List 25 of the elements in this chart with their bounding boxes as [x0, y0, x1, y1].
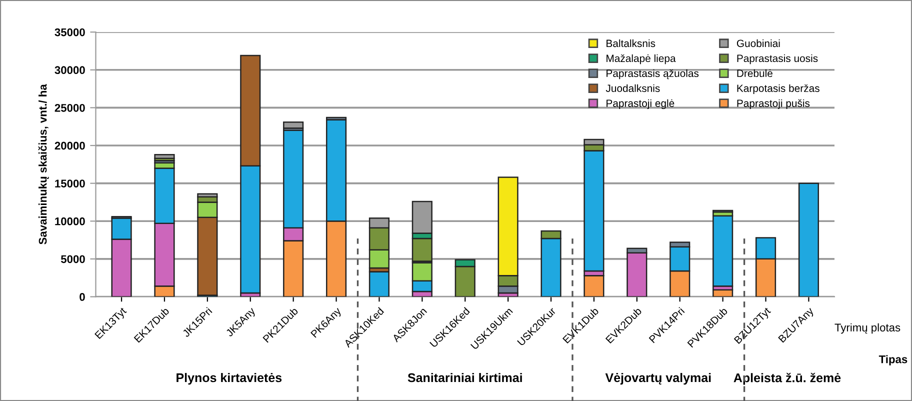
- legend-label: Guobiniai: [736, 39, 780, 48]
- text: Tyrimų plotas: [834, 323, 900, 334]
- legend-label: Baltalksnis: [606, 39, 656, 48]
- y-tick-label: 0: [80, 293, 85, 301]
- y-tick-label: 25000: [54, 104, 85, 112]
- text: Vėjovartų valymai: [605, 372, 711, 385]
- y-tick-label: 5000: [60, 255, 85, 264]
- y-tick-label: 15000: [55, 180, 85, 188]
- text: Sanitariniai kirtimai: [408, 372, 522, 382]
- legend-label: Drebulė: [737, 69, 772, 78]
- legend-label: Paprastasis uosis: [737, 54, 818, 64]
- text: Tipas: [878, 355, 908, 366]
- legend-label: Paprastasis ąžuolas: [606, 69, 699, 80]
- y-tick-label: 20000: [54, 142, 85, 150]
- text: Apleista ž.ū. žemė: [734, 372, 841, 385]
- legend-label: Juodalksnis: [606, 84, 660, 92]
- text: Plynos kirtavietės: [176, 372, 282, 385]
- legend-label: Paprastoji eglė: [606, 99, 674, 110]
- y-axis-title: Savaiminukų skaičius, vnt./ ha: [38, 84, 49, 244]
- y-tick-label: 35000: [54, 28, 85, 36]
- legend-label: Paprastoji pušis: [737, 99, 810, 110]
- y-tick-label: 10000: [55, 217, 85, 226]
- y-tick-label: 30000: [54, 66, 85, 74]
- legend-label: Karpotasis beržas: [737, 84, 820, 94]
- legend-label: Mažalapė liepa: [606, 54, 676, 64]
